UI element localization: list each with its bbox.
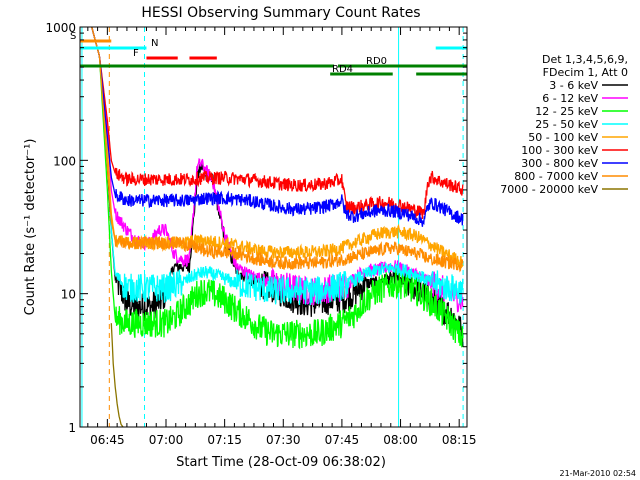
y-tick-label: 10 xyxy=(61,288,76,302)
legend-entry-label: 800 - 7000 keV xyxy=(514,170,598,183)
legend-entry-label: 50 - 100 keV xyxy=(528,131,598,144)
y-axis-label: Count Rate (s⁻¹ detector⁻¹) xyxy=(23,139,38,316)
y-tick-label: 100 xyxy=(53,154,76,168)
plot-frame xyxy=(79,26,468,428)
x-tick-label: 07:30 xyxy=(266,433,301,447)
legend: Det 1,3,4,5,6,9,FDecim 1, Att 03 - 6 keV… xyxy=(500,53,628,196)
axes: 1 10 100 1000 06:45 07:00 07:15 07:30 07:45 08:00… xyxy=(23,21,476,470)
x-tick-label: 08:00 xyxy=(383,433,418,447)
y-tick-label: 1 xyxy=(68,421,76,435)
series-line-5 xyxy=(91,27,464,220)
flag-label-rd4: RD4 xyxy=(332,64,353,75)
legend-title-line: FDecim 1, Att 0 xyxy=(543,66,628,79)
legend-entry-label: 300 - 800 keV xyxy=(521,157,598,170)
x-tick-label: 07:00 xyxy=(149,433,184,447)
flag-label-f: F xyxy=(133,48,139,59)
series-line-7 xyxy=(91,27,464,273)
series-line-2 xyxy=(91,27,464,350)
y-tick-label: 1000 xyxy=(45,21,76,35)
legend-title-line: Det 1,3,4,5,6,9, xyxy=(542,53,628,66)
series-line-6 xyxy=(91,27,464,227)
legend-entry-label: 7000 - 20000 keV xyxy=(500,183,598,196)
series-line-8 xyxy=(110,323,124,427)
footer-timestamp: 21-Mar-2010 02:54 xyxy=(560,469,637,478)
plot-area: S N F RD0 RD4 xyxy=(70,27,467,427)
series-line-1 xyxy=(91,27,464,313)
flag-label-rd0: RD0 xyxy=(366,56,387,67)
series-line-3 xyxy=(91,27,464,306)
plot-clipped xyxy=(81,27,464,427)
chart-title: HESSI Observing Summary Count Rates xyxy=(141,5,420,21)
x-tick-label: 07:15 xyxy=(207,433,242,447)
legend-entry-label: 12 - 25 keV xyxy=(535,105,598,118)
x-tick-label: 07:45 xyxy=(325,433,360,447)
flag-label-n: N xyxy=(151,38,158,49)
legend-entry-label: 100 - 300 keV xyxy=(521,144,598,157)
legend-entry-label: 6 - 12 keV xyxy=(542,92,598,105)
series-line-4 xyxy=(91,27,464,269)
x-tick-label: 06:45 xyxy=(90,433,125,447)
legend-entry-label: 3 - 6 keV xyxy=(549,79,598,92)
x-axis-label: Start Time (28-Oct-09 06:38:02) xyxy=(176,455,386,470)
x-tick-label: 08:15 xyxy=(442,433,477,447)
legend-entry-label: 25 - 50 keV xyxy=(535,118,598,131)
flag-label-s: S xyxy=(70,31,76,42)
